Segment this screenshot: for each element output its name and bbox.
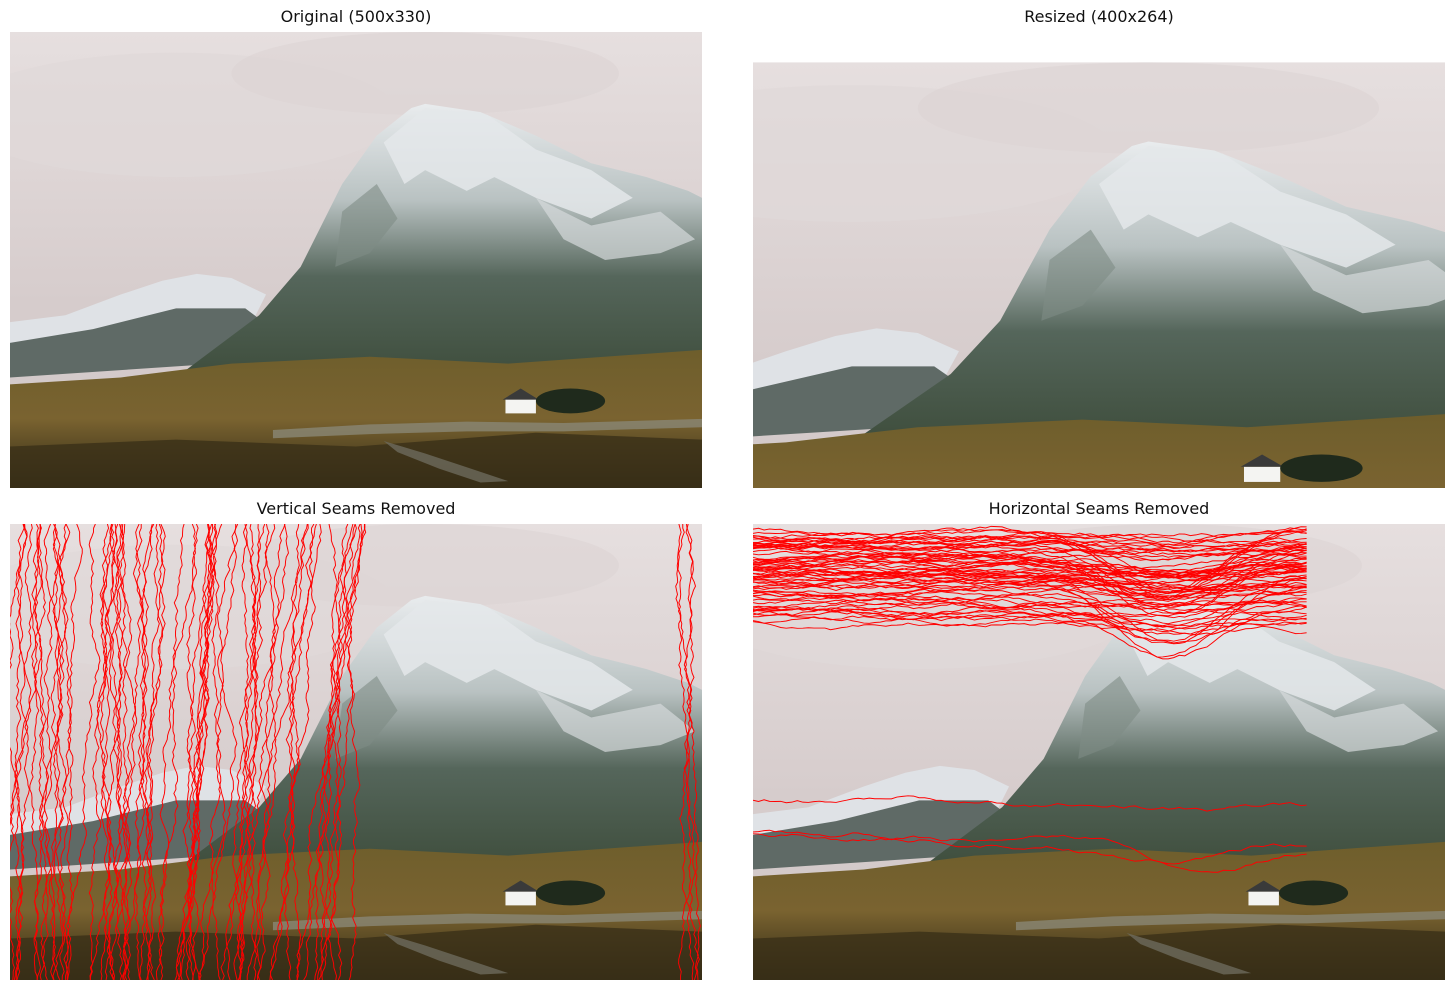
landscape-image-original: [10, 32, 702, 488]
landscape-svg-horizontal: [753, 524, 1445, 980]
panel-horizontal-seams: Horizontal Seams Removed: [753, 492, 1445, 982]
panel-title-vertical: Vertical Seams Removed: [256, 499, 456, 518]
landscape-svg-original: [10, 32, 702, 488]
landscape-image-resized: [753, 32, 1445, 488]
panel-original: Original (500x330): [10, 0, 702, 490]
panel-resized: Resized (400x264): [753, 0, 1445, 490]
panel-vertical-seams: Vertical Seams Removed: [10, 492, 702, 982]
landscape-svg-resized: [753, 62, 1445, 488]
landscape-image-vertical: [10, 524, 702, 980]
panel-title-horizontal: Horizontal Seams Removed: [988, 499, 1210, 518]
panel-title-resized: Resized (400x264): [1024, 7, 1174, 26]
landscape-svg-vertical: [10, 524, 702, 980]
landscape-image-horizontal: [753, 524, 1445, 980]
panel-title-original: Original (500x330): [280, 7, 432, 26]
